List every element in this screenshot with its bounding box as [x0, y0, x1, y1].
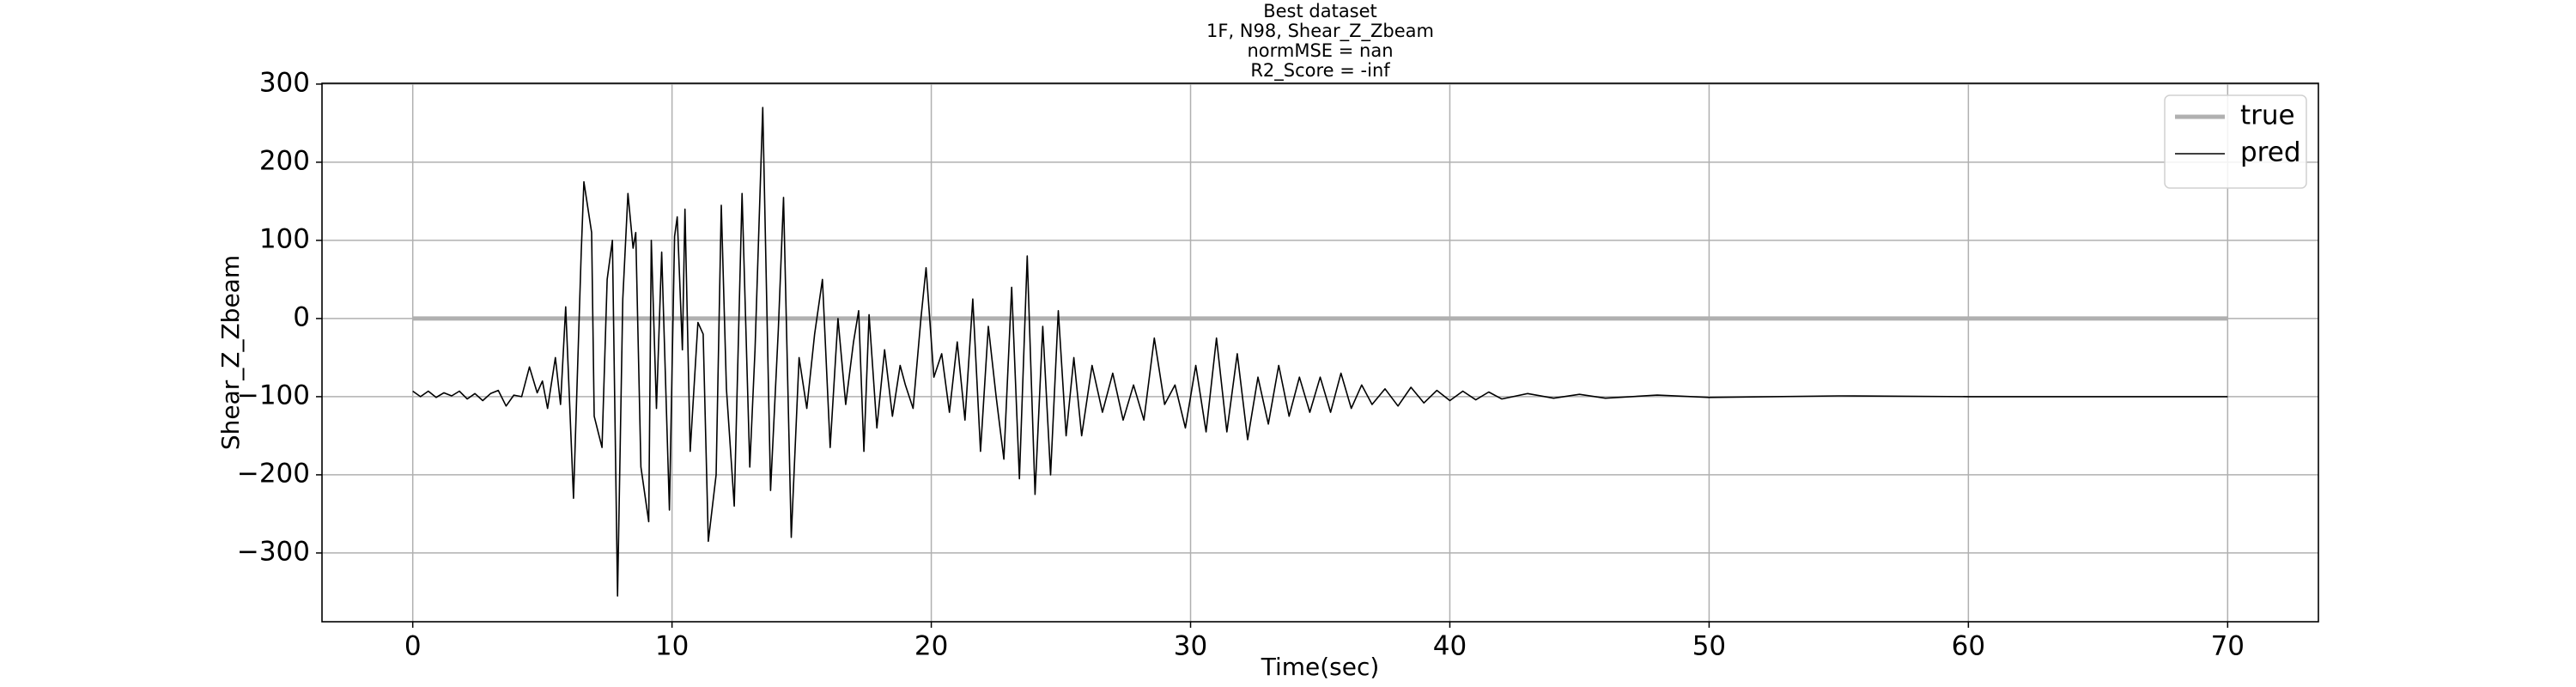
- plot-frame: [321, 82, 2319, 623]
- x-tick-label: 70: [2211, 631, 2245, 662]
- x-tick-label: 60: [1952, 631, 1985, 662]
- data-line: [412, 106, 2228, 597]
- y-axis-label: Shear_Z_Zbeam: [216, 255, 245, 450]
- y-tick-label: 300: [259, 67, 310, 98]
- x-tick-label: 10: [655, 631, 689, 662]
- chart-title: R2_Score = -inf: [1250, 60, 1390, 82]
- x-tick-label: 40: [1433, 631, 1467, 662]
- y-tick-label: 0: [293, 301, 310, 332]
- x-tick-label: 30: [1174, 631, 1207, 662]
- x-axis-label: Time(sec): [1261, 653, 1380, 681]
- y-tick-label: −200: [237, 458, 310, 489]
- chart-title: Best dataset: [1263, 1, 1377, 21]
- y-tick-label: 200: [259, 145, 310, 176]
- chart-title: normMSE = nan: [1247, 40, 1393, 61]
- legend-label: true: [2240, 100, 2295, 131]
- x-tick-label: 0: [404, 631, 422, 662]
- legend: true pred: [2164, 94, 2307, 189]
- x-tick-label: 50: [1692, 631, 1726, 662]
- legend-label: pred: [2240, 137, 2301, 168]
- x-tick-label: 20: [914, 631, 948, 662]
- chart-title: 1F, N98, Shear_Z_Zbeam: [1206, 21, 1434, 42]
- y-tick-label: −100: [237, 380, 310, 410]
- y-tick-label: −300: [237, 536, 310, 567]
- y-tick-label: 100: [259, 223, 310, 254]
